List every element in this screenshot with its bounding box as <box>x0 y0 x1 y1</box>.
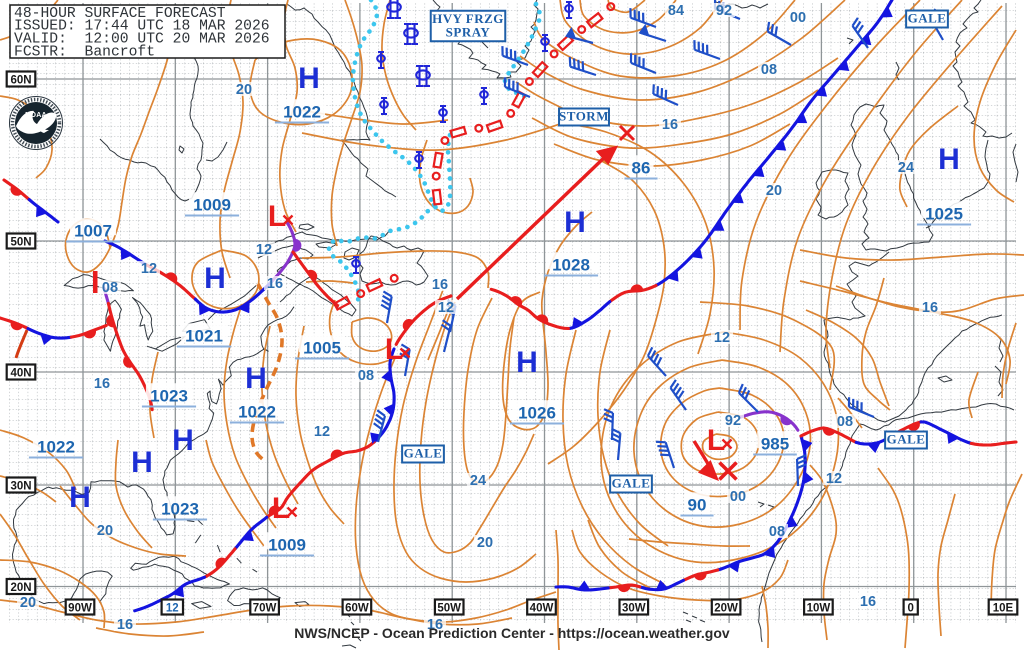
svg-text:1021: 1021 <box>185 326 223 345</box>
svg-text:20: 20 <box>766 183 782 199</box>
svg-text:1009: 1009 <box>193 195 231 214</box>
svg-text:84: 84 <box>668 3 684 19</box>
svg-text:08: 08 <box>102 280 118 296</box>
svg-text:16: 16 <box>427 617 443 633</box>
svg-text:24: 24 <box>470 473 486 489</box>
svg-text:GALE: GALE <box>612 476 651 491</box>
svg-text:12: 12 <box>141 261 157 277</box>
svg-text:30N: 30N <box>10 481 31 493</box>
svg-text:90: 90 <box>688 495 707 514</box>
svg-text:H: H <box>204 262 226 295</box>
svg-text:GALE: GALE <box>908 11 947 26</box>
svg-text:0: 0 <box>907 603 913 615</box>
svg-text:12: 12 <box>826 471 842 487</box>
svg-text:H: H <box>564 206 586 239</box>
svg-text:16: 16 <box>94 376 110 392</box>
svg-text:10W: 10W <box>807 603 831 615</box>
svg-text:16: 16 <box>267 276 283 292</box>
svg-text:20N: 20N <box>10 582 31 594</box>
svg-text:1023: 1023 <box>161 499 199 518</box>
svg-text:1022: 1022 <box>238 402 276 421</box>
svg-text:20: 20 <box>97 523 113 539</box>
svg-text:60W: 60W <box>345 603 369 615</box>
svg-text:16: 16 <box>117 617 133 633</box>
svg-text:1005: 1005 <box>303 338 341 357</box>
svg-text:40N: 40N <box>10 368 31 380</box>
svg-text:48-HOUR SURFACE FORECAST: 48-HOUR SURFACE FORECAST <box>14 6 226 22</box>
svg-text:H: H <box>131 446 153 479</box>
svg-text:08: 08 <box>837 414 853 430</box>
svg-text:L: L <box>272 492 290 525</box>
svg-text:12: 12 <box>714 330 730 346</box>
svg-text:08: 08 <box>761 62 777 78</box>
svg-text:FCSTR: Bancroft: FCSTR: Bancroft <box>14 45 155 61</box>
svg-text:12: 12 <box>314 424 330 440</box>
svg-text:20: 20 <box>20 595 36 611</box>
svg-text:60N: 60N <box>10 75 31 87</box>
svg-text:1009: 1009 <box>268 535 306 554</box>
svg-text:50W: 50W <box>437 603 461 615</box>
svg-text:ISSUED: 17:44 UTC 18 MAR 2026: ISSUED: 17:44 UTC 18 MAR 2026 <box>14 19 270 35</box>
svg-text:L: L <box>268 200 286 233</box>
svg-text:16: 16 <box>432 277 448 293</box>
svg-text:12: 12 <box>166 603 179 615</box>
svg-text:30W: 30W <box>622 603 646 615</box>
svg-text:92: 92 <box>725 413 741 429</box>
svg-text:1007: 1007 <box>74 221 112 240</box>
svg-text:H: H <box>298 62 320 95</box>
svg-text:16: 16 <box>922 300 938 316</box>
svg-text:L: L <box>385 333 403 366</box>
svg-text:NWS/NCEP - Ocean Prediction Ce: NWS/NCEP - Ocean Prediction Center - htt… <box>294 625 730 641</box>
svg-text:20: 20 <box>477 535 493 551</box>
svg-text:86: 86 <box>632 158 651 177</box>
svg-text:STORM: STORM <box>559 109 609 124</box>
svg-text:10E: 10E <box>993 603 1014 615</box>
svg-text:SPRAY: SPRAY <box>446 24 491 39</box>
svg-text:16: 16 <box>860 594 876 610</box>
svg-text:08: 08 <box>358 368 374 384</box>
svg-text:1026: 1026 <box>518 403 556 422</box>
svg-text:1025: 1025 <box>925 204 963 223</box>
svg-text:H: H <box>516 346 538 379</box>
svg-text:GALE: GALE <box>404 446 443 461</box>
svg-text:50N: 50N <box>10 237 31 249</box>
svg-text:70W: 70W <box>253 603 277 615</box>
svg-text:HVY FRZG: HVY FRZG <box>432 11 504 26</box>
svg-text:20W: 20W <box>714 603 738 615</box>
svg-text:16: 16 <box>662 117 678 133</box>
svg-text:12: 12 <box>256 242 272 258</box>
svg-text:H: H <box>69 481 91 514</box>
svg-text:20: 20 <box>236 82 252 98</box>
svg-text:H: H <box>245 362 267 395</box>
svg-text:L: L <box>707 424 725 457</box>
svg-text:00: 00 <box>790 10 806 26</box>
svg-text:00: 00 <box>730 489 746 505</box>
svg-text:1022: 1022 <box>37 437 75 456</box>
svg-text:24: 24 <box>898 160 914 176</box>
svg-text:40W: 40W <box>530 603 554 615</box>
svg-text:NOAA: NOAA <box>25 112 47 119</box>
svg-text:1023: 1023 <box>150 386 188 405</box>
svg-text:VALID: 12:00 UTC 20 MAR 2026: VALID: 12:00 UTC 20 MAR 2026 <box>14 32 270 48</box>
svg-text:985: 985 <box>761 434 789 453</box>
svg-text:GALE: GALE <box>887 432 926 447</box>
svg-text:H: H <box>172 424 194 457</box>
svg-text:92: 92 <box>716 3 732 19</box>
svg-text:90W: 90W <box>68 603 92 615</box>
svg-text:08: 08 <box>769 524 785 540</box>
svg-text:12: 12 <box>438 300 454 316</box>
svg-text:1022: 1022 <box>283 102 321 121</box>
svg-text:1028: 1028 <box>552 255 590 274</box>
svg-text:H: H <box>938 143 960 176</box>
